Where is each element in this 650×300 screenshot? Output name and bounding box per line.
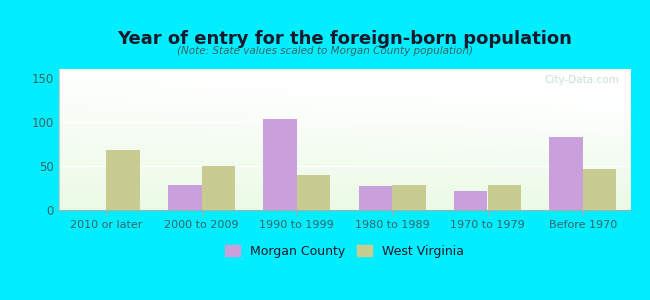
Legend: Morgan County, West Virginia: Morgan County, West Virginia bbox=[220, 240, 469, 263]
Title: Year of entry for the foreign-born population: Year of entry for the foreign-born popul… bbox=[117, 30, 572, 48]
Text: (Note: State values scaled to Morgan County population): (Note: State values scaled to Morgan Cou… bbox=[177, 46, 473, 56]
Bar bbox=[202, 166, 235, 210]
Bar bbox=[168, 185, 202, 210]
Bar bbox=[359, 186, 392, 210]
Bar bbox=[392, 185, 426, 210]
Bar bbox=[549, 137, 583, 210]
Bar bbox=[263, 119, 297, 210]
Text: City-Data.com: City-Data.com bbox=[544, 75, 619, 85]
Bar bbox=[106, 150, 140, 210]
Bar bbox=[583, 169, 616, 210]
Bar bbox=[454, 191, 488, 210]
Bar bbox=[297, 175, 330, 210]
Bar bbox=[488, 185, 521, 210]
